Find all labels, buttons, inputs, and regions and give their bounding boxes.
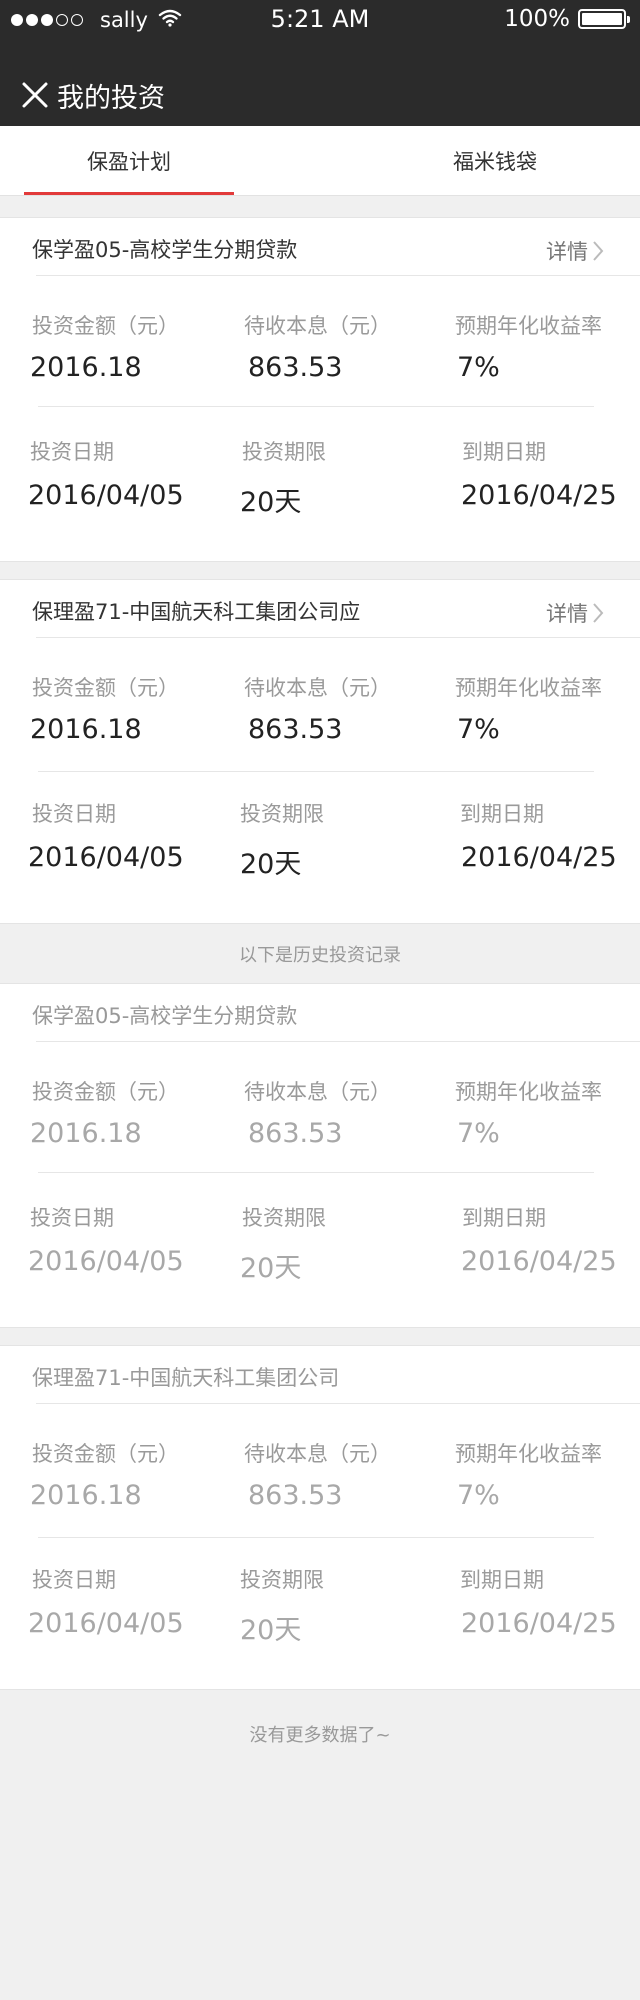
rate-label: 预期年化收益率 [455, 1080, 602, 1104]
term-value: 20天 [240, 849, 302, 880]
battery-icon [578, 9, 630, 29]
history-investment-card: 保学盈05-高校学生分期贷款 投资金额（元） 待收本息（元） 预期年化收益率 2… [0, 983, 640, 1328]
investment-title: 保学盈05-高校学生分期贷款 [32, 238, 298, 262]
term-label: 投资期限 [240, 802, 324, 826]
date-label: 投资日期 [32, 1568, 116, 1592]
investment-title: 保学盈05-高校学生分期贷款 [32, 1004, 298, 1028]
signal-dot-icon [26, 14, 38, 26]
tab-bar: 保盈计划 福米钱袋 [0, 126, 640, 196]
investment-card[interactable]: 保学盈05-高校学生分期贷款 详情 投资金额（元） 待收本息（元） 预期年化收益… [0, 217, 640, 562]
nav-bar: 我的投资 [0, 72, 640, 116]
signal-dot-empty-icon [56, 14, 68, 26]
due-value: 2016/04/25 [461, 480, 617, 511]
status-time: 5:21 AM [270, 5, 370, 33]
investment-title: 保理盈71-中国航天科工集团公司应 [32, 600, 361, 624]
signal-carrier: sally [11, 7, 182, 33]
due-label: 到期日期 [460, 1568, 544, 1592]
term-label: 投资期限 [242, 1206, 326, 1230]
date-label: 投资日期 [30, 1206, 114, 1230]
amount-label: 投资金额（元） [32, 676, 179, 700]
date-value: 2016/04/05 [28, 842, 184, 873]
term-label: 投资期限 [240, 1568, 324, 1592]
interest-label: 待收本息（元） [244, 314, 391, 338]
investment-title: 保理盈71-中国航天科工集团公司 [32, 1366, 340, 1390]
no-more-data: 没有更多数据了~ [249, 1725, 391, 1746]
signal-dot-icon [11, 14, 23, 26]
wifi-icon [158, 7, 182, 33]
term-value: 20天 [240, 1615, 302, 1646]
signal-dot-icon [41, 14, 53, 26]
investment-card[interactable]: 保理盈71-中国航天科工集团公司应 详情 投资金额（元） 待收本息（元） 预期年… [0, 579, 640, 924]
detail-label: 详情 [546, 602, 588, 626]
tab-baoying-plan[interactable]: 保盈计划 [87, 150, 171, 174]
card-header: 保理盈71-中国航天科工集团公司 [0, 1346, 640, 1404]
battery-percentage: 100% [504, 6, 570, 32]
status-bar: sally 5:21 AM 100% [0, 0, 640, 40]
rate-value: 7% [457, 352, 500, 383]
rate-value: 7% [457, 1480, 500, 1511]
rate-label: 预期年化收益率 [455, 314, 602, 338]
detail-link[interactable]: 详情 [546, 236, 604, 266]
card-header: 保理盈71-中国航天科工集团公司应 详情 [0, 580, 640, 638]
amount-label: 投资金额（元） [32, 314, 179, 338]
due-label: 到期日期 [462, 1206, 546, 1230]
amount-value: 2016.18 [30, 1480, 142, 1511]
due-value: 2016/04/25 [461, 1608, 617, 1639]
due-label: 到期日期 [462, 440, 546, 464]
term-value: 20天 [240, 1253, 302, 1284]
due-label: 到期日期 [460, 802, 544, 826]
interest-value: 863.53 [248, 714, 343, 745]
chevron-right-icon [593, 603, 604, 623]
detail-label: 详情 [546, 240, 588, 264]
card-header: 保学盈05-高校学生分期贷款 详情 [0, 218, 640, 276]
rate-label: 预期年化收益率 [455, 676, 602, 700]
tab-fumi-wallet[interactable]: 福米钱袋 [453, 150, 537, 174]
interest-value: 863.53 [248, 1480, 343, 1511]
signal-dot-empty-icon [71, 14, 83, 26]
battery-status: 100% [504, 6, 630, 32]
close-icon[interactable] [20, 80, 50, 110]
top-bar: sally 5:21 AM 100% 我的投资 [0, 0, 640, 126]
due-value: 2016/04/25 [461, 842, 617, 873]
carrier-name: sally [100, 8, 148, 32]
rate-value: 7% [457, 1118, 500, 1149]
interest-value: 863.53 [248, 1118, 343, 1149]
due-value: 2016/04/25 [461, 1246, 617, 1277]
detail-link[interactable]: 详情 [546, 598, 604, 628]
date-value: 2016/04/05 [28, 1608, 184, 1639]
page-title: 我的投资 [57, 83, 165, 114]
amount-value: 2016.18 [30, 714, 142, 745]
interest-value: 863.53 [248, 352, 343, 383]
term-label: 投资期限 [242, 440, 326, 464]
amount-label: 投资金额（元） [32, 1442, 179, 1466]
interest-label: 待收本息（元） [244, 1442, 391, 1466]
history-divider: 以下是历史投资记录 [239, 945, 401, 966]
active-tab-indicator [24, 192, 234, 195]
date-label: 投资日期 [30, 440, 114, 464]
date-value: 2016/04/05 [28, 1246, 184, 1277]
amount-value: 2016.18 [30, 1118, 142, 1149]
amount-value: 2016.18 [30, 352, 142, 383]
term-value: 20天 [240, 487, 302, 518]
history-investment-card: 保理盈71-中国航天科工集团公司 投资金额（元） 待收本息（元） 预期年化收益率… [0, 1345, 640, 1690]
chevron-right-icon [593, 241, 604, 261]
rate-label: 预期年化收益率 [455, 1442, 602, 1466]
interest-label: 待收本息（元） [244, 676, 391, 700]
interest-label: 待收本息（元） [244, 1080, 391, 1104]
rate-value: 7% [457, 714, 500, 745]
date-label: 投资日期 [32, 802, 116, 826]
card-header: 保学盈05-高校学生分期贷款 [0, 984, 640, 1042]
amount-label: 投资金额（元） [32, 1080, 179, 1104]
date-value: 2016/04/05 [28, 480, 184, 511]
